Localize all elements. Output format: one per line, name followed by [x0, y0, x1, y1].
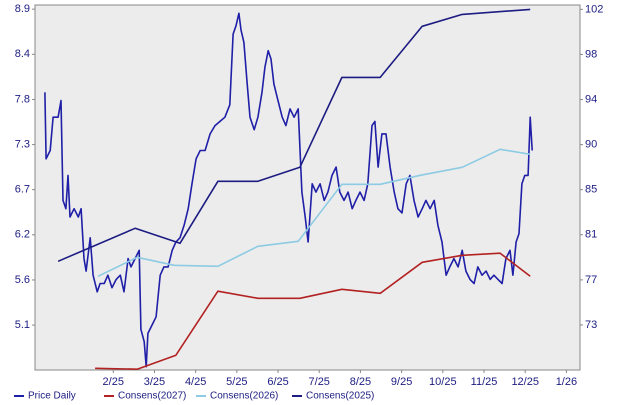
y2-tick-label: 81: [585, 229, 597, 241]
x-tick-label: 1/26: [556, 376, 577, 388]
series-line: [44, 12, 533, 368]
series-line: [95, 252, 531, 370]
y-tick-label: 6.7: [15, 184, 30, 196]
y-tick-label: 8.4: [15, 48, 30, 60]
y2-tick-label: 90: [585, 139, 597, 151]
x-tick-label: 10/25: [429, 376, 457, 388]
x-tick-label: 12/25: [511, 376, 539, 388]
y-tick-label: 5.1: [15, 319, 30, 331]
legend-label: Consens(2027): [118, 391, 186, 402]
x-tick-label: 7/25: [309, 376, 330, 388]
series-line: [97, 148, 531, 278]
y-tick-label: 7.3: [15, 139, 30, 151]
series-line: [57, 8, 531, 263]
y2-tick-label: 102: [585, 3, 603, 15]
x-tick-label: 6/25: [267, 376, 288, 388]
x-tick-label: 8/25: [350, 376, 371, 388]
x-tick-label: 4/25: [185, 376, 206, 388]
y2-tick-label: 94: [585, 93, 597, 105]
x-tick-label: 5/25: [226, 376, 247, 388]
legend-label: Consens(2026): [210, 391, 278, 402]
y2-tick-label: 73: [585, 319, 597, 331]
y-tick-label: 7.8: [15, 93, 30, 105]
y2-tick-label: 85: [585, 184, 597, 196]
x-tick-label: 11/25: [471, 376, 498, 388]
y2-tick-label: 98: [585, 48, 597, 60]
x-tick-label: 9/25: [391, 376, 412, 388]
plot-area: [34, 4, 581, 371]
y-tick-label: 8.9: [15, 3, 30, 15]
y2-tick-label: 77: [585, 274, 597, 286]
y-tick-label: 6.2: [15, 229, 30, 241]
legend-label: Price Daily: [28, 391, 76, 402]
x-tick-label: 3/25: [144, 376, 165, 388]
y-tick-label: 5.6: [15, 274, 30, 286]
legend-label: Consens(2025): [306, 391, 374, 402]
x-tick-label: 2/25: [103, 376, 124, 388]
